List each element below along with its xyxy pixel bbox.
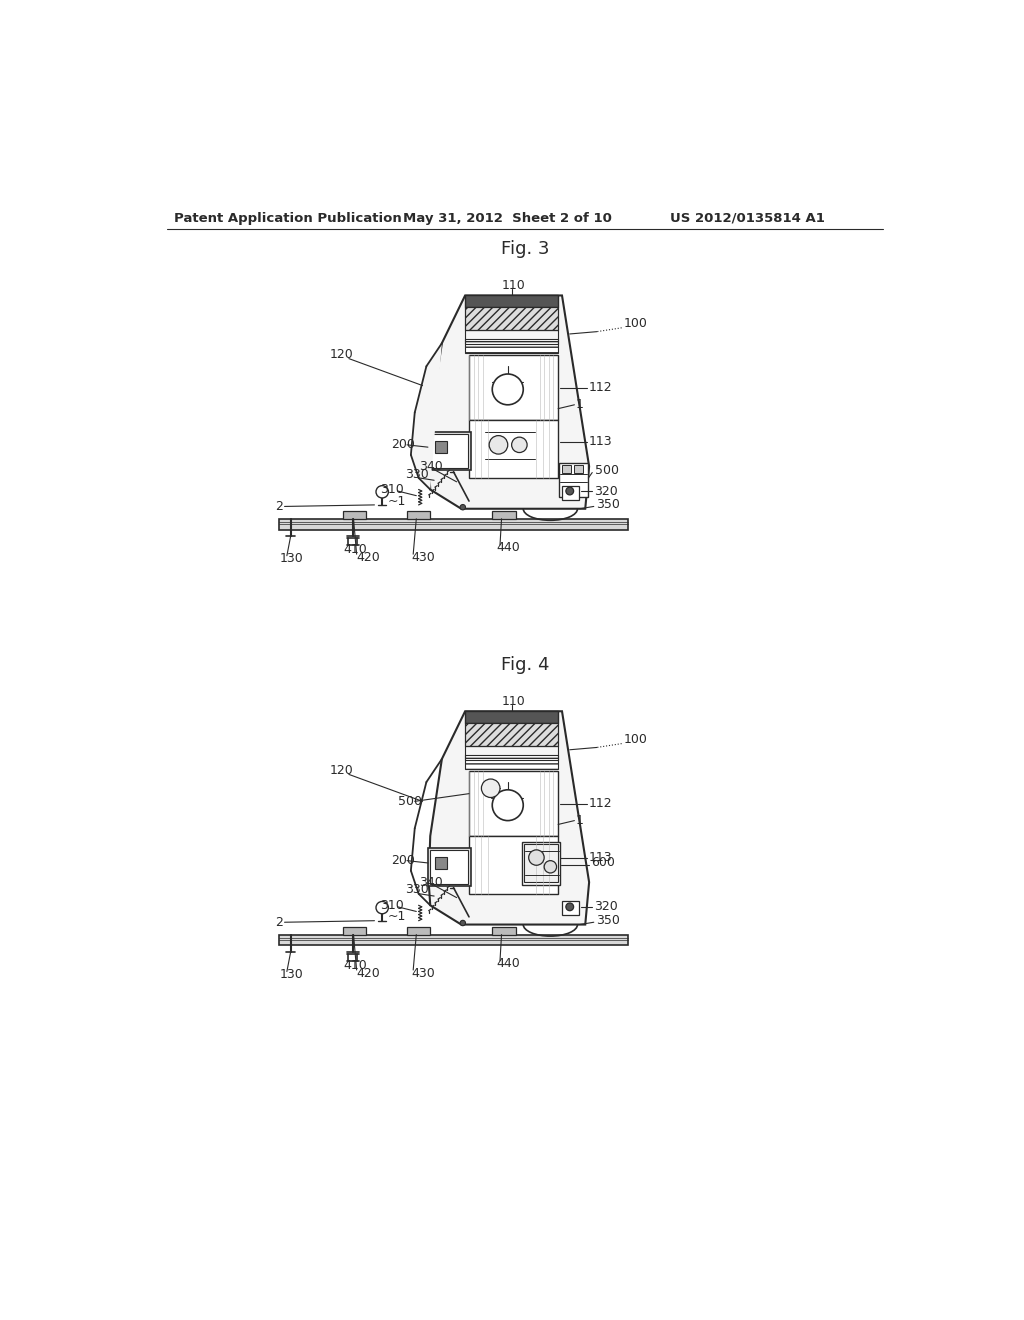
Polygon shape	[411, 343, 442, 490]
Circle shape	[566, 903, 573, 911]
Text: 320: 320	[595, 484, 618, 498]
Bar	[465, 723, 558, 746]
Text: Patent Application Publication: Patent Application Publication	[174, 213, 402, 224]
Bar	[428, 847, 471, 886]
Circle shape	[493, 789, 523, 821]
Text: 440: 440	[496, 541, 520, 554]
Bar	[469, 420, 558, 478]
Circle shape	[460, 504, 466, 510]
Text: 440: 440	[496, 957, 520, 970]
Text: 330: 330	[406, 467, 429, 480]
Bar	[493, 511, 515, 519]
Text: 113: 113	[589, 851, 612, 865]
Text: 120: 120	[330, 348, 353, 362]
Text: 500: 500	[595, 463, 618, 477]
Bar	[465, 339, 558, 354]
Text: Fig. 4: Fig. 4	[501, 656, 549, 675]
Bar	[435, 441, 447, 453]
Text: ~1: ~1	[388, 911, 406, 924]
Bar	[280, 519, 628, 529]
Bar	[465, 755, 558, 770]
Text: 120: 120	[330, 764, 353, 777]
Circle shape	[376, 486, 388, 498]
Bar	[562, 486, 579, 499]
Bar	[430, 850, 468, 884]
Text: 420: 420	[356, 966, 380, 979]
Text: 430: 430	[411, 966, 434, 979]
Text: 350: 350	[596, 915, 620, 927]
Text: 410: 410	[343, 543, 368, 556]
Circle shape	[493, 374, 523, 405]
Text: 112: 112	[589, 797, 612, 810]
Text: 420: 420	[356, 550, 380, 564]
Circle shape	[481, 779, 500, 797]
Bar	[465, 330, 558, 345]
Text: 200: 200	[391, 438, 416, 451]
Circle shape	[512, 437, 527, 453]
Text: 320: 320	[595, 900, 618, 913]
Bar	[559, 462, 589, 498]
Bar	[469, 355, 558, 420]
Text: 310: 310	[380, 483, 403, 496]
Bar	[469, 836, 558, 894]
Bar	[469, 771, 558, 836]
Text: 1: 1	[575, 399, 584, 412]
Text: Fig. 3: Fig. 3	[501, 240, 549, 259]
Polygon shape	[429, 711, 589, 924]
Bar	[407, 511, 430, 519]
Text: 2: 2	[275, 916, 283, 929]
Text: 330: 330	[406, 883, 429, 896]
Polygon shape	[429, 296, 589, 508]
Bar	[280, 935, 628, 945]
Text: ~1: ~1	[388, 495, 406, 508]
Text: 112: 112	[589, 381, 612, 395]
Bar	[465, 723, 558, 746]
Text: May 31, 2012  Sheet 2 of 10: May 31, 2012 Sheet 2 of 10	[403, 213, 612, 224]
Circle shape	[376, 902, 388, 913]
Text: 130: 130	[280, 552, 304, 565]
Bar	[524, 845, 558, 882]
Text: 340: 340	[419, 459, 442, 473]
Bar	[465, 308, 558, 330]
Bar	[465, 296, 558, 308]
Circle shape	[544, 861, 557, 873]
Circle shape	[489, 436, 508, 454]
Bar	[428, 432, 471, 470]
Circle shape	[460, 920, 466, 925]
Bar	[465, 746, 558, 760]
Bar	[465, 308, 558, 330]
Circle shape	[528, 850, 544, 866]
Bar	[435, 857, 447, 869]
Bar	[430, 434, 468, 469]
Circle shape	[566, 487, 573, 495]
Text: 130: 130	[280, 968, 304, 981]
Text: 350: 350	[596, 499, 620, 511]
Bar	[521, 842, 560, 884]
Bar	[573, 465, 583, 473]
Text: 310: 310	[380, 899, 403, 912]
Text: 600: 600	[592, 857, 615, 870]
Bar	[562, 465, 571, 473]
Text: 100: 100	[624, 733, 648, 746]
Text: US 2012/0135814 A1: US 2012/0135814 A1	[671, 213, 825, 224]
Text: 113: 113	[589, 436, 612, 449]
Bar	[465, 711, 558, 723]
Bar	[493, 927, 515, 935]
Text: 430: 430	[411, 550, 434, 564]
Text: 2: 2	[275, 500, 283, 513]
Text: 110: 110	[502, 279, 525, 292]
Text: 500: 500	[397, 795, 422, 808]
Text: 340: 340	[419, 875, 442, 888]
Text: 200: 200	[391, 854, 416, 867]
Bar	[343, 927, 366, 935]
Text: 410: 410	[343, 958, 368, 972]
Bar	[343, 511, 366, 519]
Text: 1: 1	[575, 814, 584, 828]
Text: 110: 110	[502, 694, 525, 708]
Bar	[562, 902, 579, 915]
Bar	[407, 927, 430, 935]
Text: 100: 100	[624, 317, 648, 330]
